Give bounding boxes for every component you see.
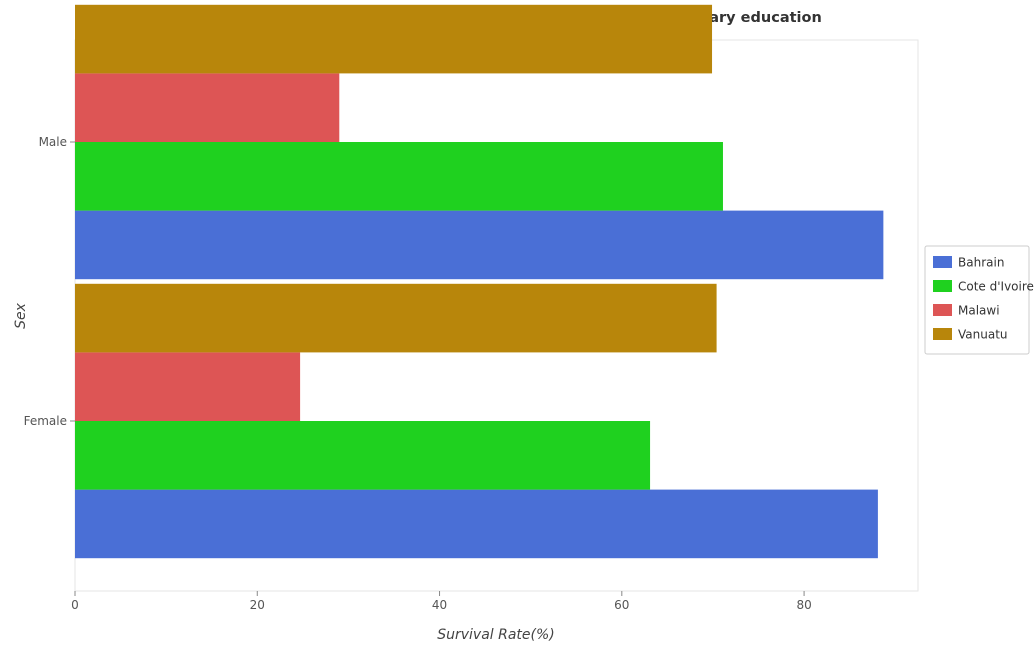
legend-swatch-vanuatu xyxy=(933,328,952,340)
x-axis-label: Survival Rate(%) xyxy=(437,627,555,643)
bar-male-cote-d-ivoire xyxy=(75,142,723,211)
legend-label-cote-d-ivoire: Cote d'Ivoire xyxy=(958,280,1034,294)
bar-female-cote-d-ivoire xyxy=(75,421,651,490)
y-tick-label-female: Female xyxy=(24,414,67,428)
bar-female-malawi xyxy=(75,352,301,421)
legend: Bahrain Cote d'Ivoire Malawi Vanuatu xyxy=(924,245,1034,355)
bar-female-vanuatu xyxy=(75,283,717,353)
bar-female-bahrain xyxy=(75,489,878,559)
legend-swatch-malawi xyxy=(933,304,952,316)
y-axis-label: Sex xyxy=(13,302,29,329)
x-tick-label: 0 xyxy=(71,598,79,612)
x-tick-label: 80 xyxy=(796,598,811,612)
x-tick-label: 20 xyxy=(250,598,265,612)
legend-label-malawi: Malawi xyxy=(958,304,1000,318)
legend-swatch-cote-d-ivoire xyxy=(933,280,952,292)
bar-male-malawi xyxy=(75,73,340,142)
x-tick-label: 40 xyxy=(432,598,447,612)
x-axis: 0 20 40 60 80 xyxy=(71,591,812,612)
legend-swatch-bahrain xyxy=(933,256,952,268)
legend-box xyxy=(924,245,1030,355)
legend-label-vanuatu: Vanuatu xyxy=(958,328,1008,342)
x-tick-label: 60 xyxy=(614,598,629,612)
bar-male-bahrain xyxy=(75,210,884,280)
legend-label-bahrain: Bahrain xyxy=(958,256,1004,270)
bar-male-vanuatu xyxy=(75,4,713,74)
y-tick-label-male: Male xyxy=(39,135,67,149)
y-axis: Female Male xyxy=(24,135,75,428)
